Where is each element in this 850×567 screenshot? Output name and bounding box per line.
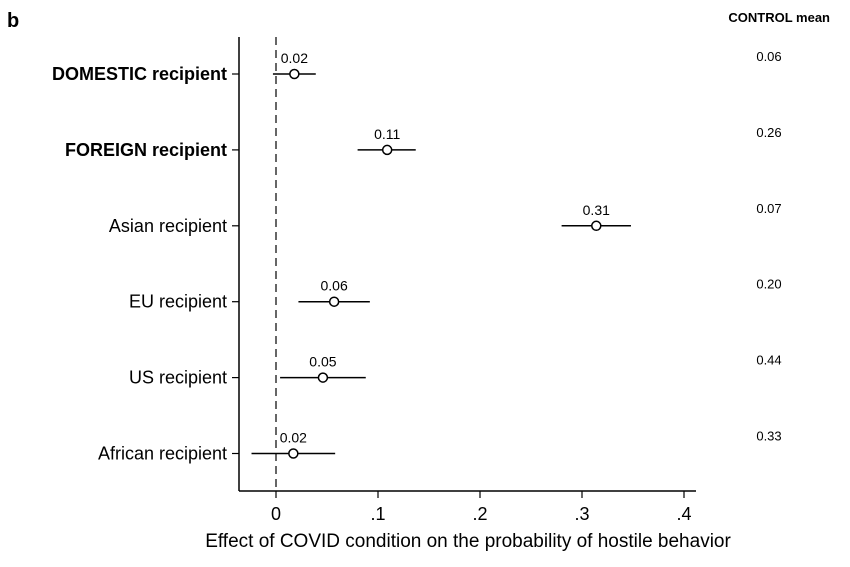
point-estimate <box>317 372 329 383</box>
data-label: 0.06 <box>321 278 348 294</box>
data-label: 0.02 <box>281 50 308 66</box>
x-tick-label: .1 <box>370 504 385 524</box>
control-mean-value: 0.07 <box>756 201 781 216</box>
point-estimate <box>289 68 300 80</box>
data-label: 0.11 <box>374 126 400 142</box>
x-tick-label: 0 <box>271 504 281 524</box>
point-estimate <box>288 448 299 459</box>
point-estimate <box>381 144 393 156</box>
category-label: DOMESTIC recipient <box>52 64 227 84</box>
data-marks: 0.02 0.06 0.11 0.26 0.31 0.07 0.06 0.20 0.05 0.44… <box>251 49 782 459</box>
data-label: 0.05 <box>309 354 336 370</box>
data-label: 0.02 <box>280 430 307 446</box>
point-estimate <box>591 220 602 232</box>
control-mean-header: CONTROL mean <box>728 10 830 25</box>
category-label: EU recipient <box>129 292 227 312</box>
x-tick-label: .4 <box>676 504 691 524</box>
point-estimate <box>328 296 340 307</box>
category-label: US recipient <box>129 368 227 388</box>
control-mean-value: 0.06 <box>756 49 781 64</box>
category-label: FOREIGN recipient <box>65 140 227 160</box>
control-mean-value: 0.20 <box>756 277 781 292</box>
control-mean-value: 0.26 <box>756 125 781 140</box>
control-mean-value: 0.44 <box>756 353 781 368</box>
x-tick-label: .2 <box>472 504 487 524</box>
control-mean-value: 0.33 <box>756 429 781 444</box>
x-axis-title: Effect of COVID condition on the probabi… <box>205 531 731 552</box>
axes: 0 .1 .2 .3 .4 DOMESTIC recipient FOREIGN recip… <box>52 37 696 524</box>
data-label: 0.31 <box>583 202 610 218</box>
panel-label: b <box>7 10 19 32</box>
category-label: African recipient <box>98 444 227 464</box>
x-tick-label: .3 <box>574 504 589 524</box>
category-label: Asian recipient <box>109 216 227 236</box>
